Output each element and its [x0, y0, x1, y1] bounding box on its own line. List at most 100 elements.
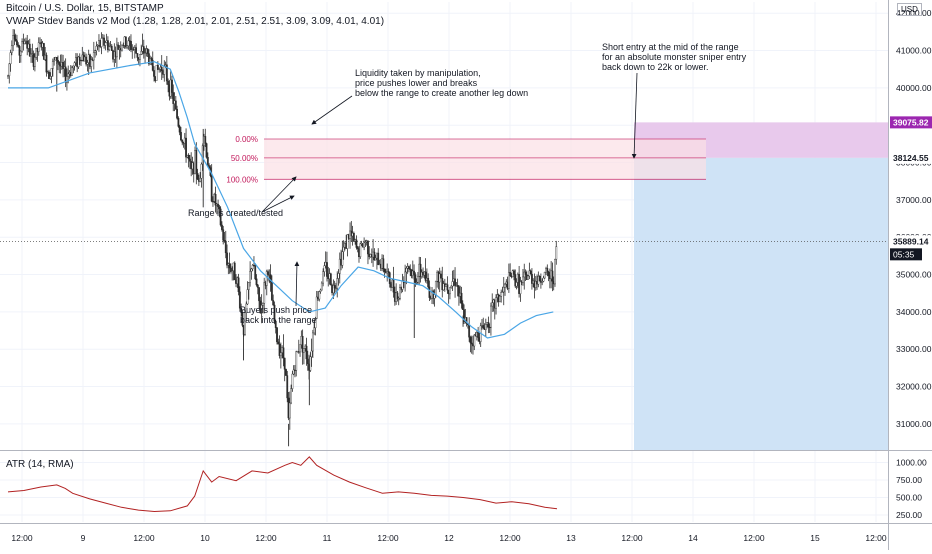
candle-body: [428, 286, 431, 298]
candle-body: [341, 251, 344, 266]
price-tick-label: 37000.00: [896, 195, 932, 205]
candle-body: [50, 68, 53, 77]
candle-body: [542, 277, 545, 282]
candle-body: [8, 63, 11, 76]
price-tick-label: 33000.00: [896, 344, 932, 354]
candle-body: [18, 46, 21, 56]
candle-body: [434, 281, 437, 295]
range-box: [264, 139, 706, 180]
time-tick-label: 11: [323, 533, 332, 543]
candle-body: [189, 158, 191, 162]
annotation-buyers-push: back into the range: [240, 315, 317, 325]
annotation-liquidity: Liquidity taken by manipulation,: [355, 68, 481, 78]
last-price-tag: 35889.14: [893, 236, 929, 246]
candle-body: [392, 279, 395, 293]
candle-body: [332, 285, 335, 294]
candle-body: [171, 79, 173, 93]
candle-body: [524, 271, 527, 275]
candle-body: [336, 278, 339, 289]
candle-body: [28, 43, 31, 57]
symbol-title[interactable]: Bitcoin / U.S. Dollar, 15, BITSTAMP: [6, 3, 164, 14]
candle-body: [30, 54, 32, 57]
candle-body: [387, 271, 390, 273]
candle-body: [359, 243, 362, 258]
candle-body: [255, 278, 258, 286]
atr-line: [7, 456, 558, 513]
candle-body: [534, 281, 537, 288]
price-tick-label: 40000.00: [896, 83, 932, 93]
candle-body: [246, 289, 249, 305]
candle-body: [142, 46, 145, 54]
candle-body: [256, 284, 259, 288]
candle-body: [45, 54, 48, 73]
currency-badge[interactable]: USD: [897, 3, 922, 16]
candle-body: [247, 282, 250, 290]
candle-body: [477, 332, 480, 338]
time-tick-label: 12:00: [499, 533, 521, 543]
candle-body: [377, 252, 380, 265]
price-tick-label: 31000.00: [896, 419, 932, 429]
candle-body: [14, 38, 17, 41]
time-tick-label: 12:00: [743, 533, 765, 543]
candle-body: [167, 80, 170, 85]
candle-body: [10, 45, 13, 53]
candle-body: [286, 375, 289, 399]
candle-body: [554, 258, 556, 285]
candle-body: [367, 240, 369, 255]
price-series: [7, 29, 558, 513]
candle-body: [115, 44, 118, 58]
candle-body: [338, 258, 341, 274]
candle-body: [176, 109, 178, 119]
candle-body: [196, 172, 199, 180]
candle-body: [251, 265, 254, 270]
candle-body: [146, 48, 149, 54]
candle-body: [140, 51, 143, 55]
candle-body: [314, 318, 317, 329]
candle-body: [468, 324, 471, 338]
annotation-liquidity: below the range to create another leg do…: [355, 88, 528, 98]
candle-body: [404, 271, 407, 284]
candle-body: [95, 45, 98, 51]
candle-body: [282, 347, 285, 359]
candle-body: [34, 57, 36, 67]
price-tick-label: 35000.00: [896, 270, 932, 280]
time-tick-label: 14: [688, 533, 698, 543]
short-reward-zone: [634, 157, 888, 450]
candle-body: [278, 343, 281, 356]
candle-body: [185, 137, 187, 158]
candle-body: [177, 118, 180, 127]
candle-body: [382, 258, 385, 270]
candle-body: [501, 291, 504, 293]
candle-body: [414, 274, 417, 283]
candle-body: [519, 281, 522, 294]
candle-body: [514, 274, 517, 287]
candle-body: [158, 68, 161, 71]
atr-legend[interactable]: ATR (14, RMA): [6, 459, 74, 470]
candle-body: [373, 251, 376, 261]
candle-body: [335, 287, 337, 290]
candle-body: [323, 265, 326, 272]
candle-body: [301, 335, 304, 353]
candle-body: [337, 273, 340, 279]
candle-body: [229, 267, 232, 272]
candle-body: [272, 300, 275, 306]
candle-body: [408, 266, 410, 269]
candle-body: [85, 56, 88, 65]
candle-body: [433, 294, 436, 299]
candle-body: [399, 287, 401, 299]
candle-body: [310, 350, 313, 357]
entry-price-tag-bg: [890, 151, 932, 164]
candle-body: [204, 136, 207, 144]
candle-body: [490, 305, 492, 328]
time-tick-label: 12: [444, 533, 454, 543]
atr-tick-label: 500.00: [896, 493, 922, 503]
annotation-arrow: [311, 95, 353, 125]
indicator-legend[interactable]: VWAP Stdev Bands v2 Mod (1.28, 1.28, 2.0…: [6, 16, 385, 27]
candle-body: [396, 292, 399, 300]
candle-body: [151, 60, 154, 71]
candle-body: [16, 40, 18, 46]
candle-body: [507, 272, 510, 289]
candle-body: [326, 262, 328, 277]
